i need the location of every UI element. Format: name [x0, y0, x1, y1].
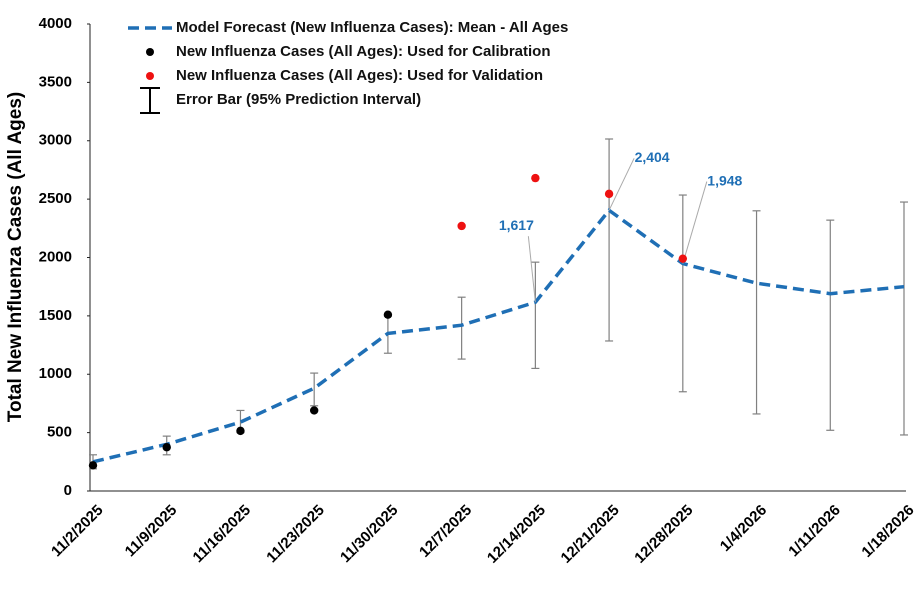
error-bar — [752, 210, 761, 415]
data-point — [383, 310, 393, 319]
legend-label: Error Bar (95% Prediction Interval) — [176, 91, 421, 108]
error-bar — [310, 372, 319, 407]
data-point — [309, 406, 319, 415]
y-tick-label: 2000 — [39, 248, 72, 265]
data-point — [162, 443, 171, 452]
error-bar — [457, 296, 466, 360]
x-tick-label: 12/28/2025 — [631, 502, 696, 567]
x-tick-label: 12/21/2025 — [558, 502, 623, 567]
x-tick-label: 11/9/2025 — [122, 502, 181, 561]
y-axis-title: Total New Influenza Cases (All Ages) — [5, 92, 26, 422]
data-label: 1,617 — [499, 217, 534, 233]
y-tick-label: 500 — [47, 424, 72, 441]
y-tick-label: 1500 — [39, 307, 72, 324]
forecast-line — [92, 207, 905, 464]
x-tick-label: 11/2/2025 — [48, 502, 107, 561]
y-tick-label: 3500 — [39, 73, 72, 90]
x-tick-label: 11/23/2025 — [263, 502, 328, 567]
x-tick-label: 1/11/2026 — [785, 502, 844, 561]
y-tick-label: 2500 — [39, 190, 72, 207]
y-tick-label: 3000 — [39, 132, 72, 149]
legend-label: New Influenza Cases (All Ages): Used for… — [176, 67, 543, 84]
leader-line — [608, 158, 635, 211]
y-tick-label: 0 — [64, 482, 72, 499]
x-tick-label: 1/18/2026 — [858, 502, 917, 561]
legend-label: New Influenza Cases (All Ages): Used for… — [176, 43, 551, 60]
leader-line — [682, 181, 708, 264]
data-point — [604, 189, 614, 199]
error-bar — [531, 261, 540, 370]
data-point — [678, 254, 688, 263]
x-tick-label: 11/30/2025 — [337, 502, 402, 567]
leader-line — [527, 236, 536, 303]
y-tick-label: 1000 — [39, 365, 72, 382]
data-point — [531, 173, 540, 183]
error-bar — [605, 138, 614, 342]
error-bar — [900, 201, 908, 436]
x-tick-label: 1/4/2026 — [717, 502, 770, 555]
legend-marker — [146, 72, 154, 80]
legend-marker — [146, 48, 154, 56]
data-point — [88, 461, 98, 470]
legend-label: Model Forecast (New Influenza Cases): Me… — [176, 19, 568, 36]
error-bar — [678, 194, 687, 393]
data-point — [236, 426, 245, 436]
data-point — [457, 221, 466, 231]
y-tick-label: 4000 — [39, 15, 72, 32]
data-label: 2,404 — [635, 149, 670, 165]
legend-marker — [140, 87, 160, 114]
x-tick-label: 11/16/2025 — [190, 502, 255, 567]
error-bar — [826, 219, 835, 431]
data-label: 1,948 — [707, 172, 742, 188]
x-tick-label: 12/14/2025 — [484, 502, 549, 567]
x-tick-label: 12/7/2025 — [416, 502, 475, 561]
